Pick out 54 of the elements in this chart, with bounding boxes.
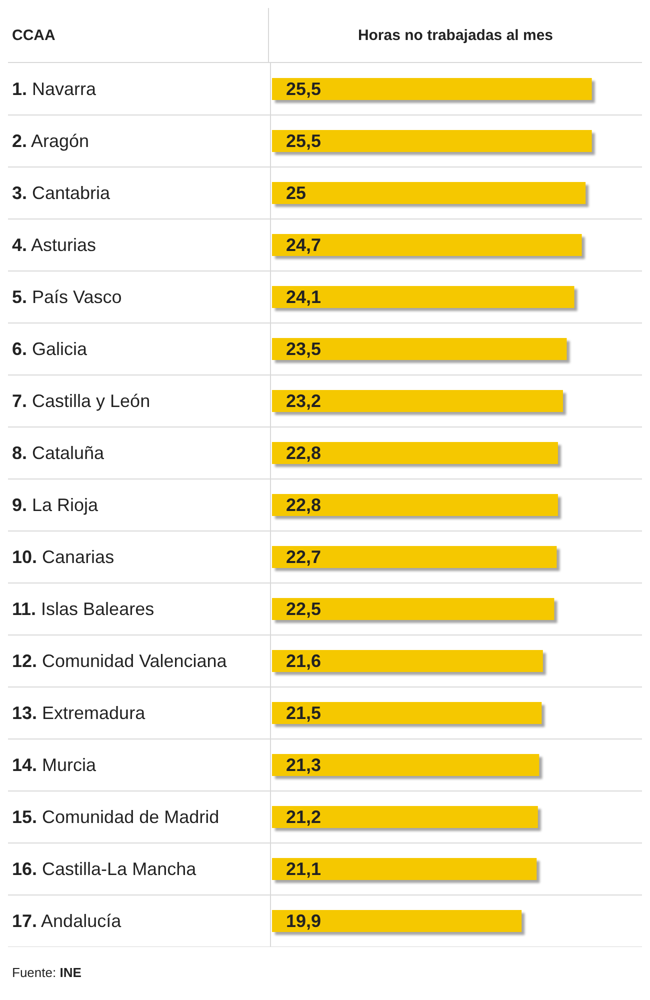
bar	[272, 702, 542, 724]
y-tick-label: 14. Murcia	[12, 755, 98, 775]
y-tick-label: 2. Aragón	[12, 131, 90, 151]
bar	[272, 598, 554, 620]
bar	[272, 338, 567, 360]
y-tick-label: 7. Castilla y León	[12, 391, 150, 411]
y-tick-label: 10. Canarias	[12, 547, 114, 567]
source-note: Fuente: INE	[11, 965, 82, 980]
y-axis-title: CCAA	[11, 26, 56, 44]
bar	[272, 650, 543, 672]
bar	[272, 546, 557, 568]
data-label: 24,1	[286, 287, 322, 307]
data-label: 24,7	[286, 235, 322, 255]
y-tick-label: 3. Cantabria	[12, 183, 112, 203]
data-label: 22,7	[286, 547, 322, 567]
bar	[272, 442, 558, 464]
bar	[272, 234, 582, 256]
y-tick-label: 1. Navarra	[12, 79, 98, 99]
y-tick-label: 4. Asturias	[12, 235, 96, 255]
y-tick-label: 15. Comunidad de Madrid	[12, 807, 220, 827]
data-label: 22,8	[286, 443, 322, 463]
data-label: 21,6	[286, 651, 322, 671]
data-label: 19,9	[286, 911, 322, 931]
y-tick-label: 11. Islas Baleares	[12, 599, 154, 619]
y-tick-label: 12. Comunidad Valenciana	[12, 651, 228, 671]
data-label: 25,5	[286, 131, 322, 151]
y-tick-label: 9. La Rioja	[12, 495, 100, 515]
bar	[272, 286, 574, 308]
chart-title: Horas no trabajadas al mes	[268, 8, 642, 62]
y-tick-label: 6. Galicia	[12, 339, 88, 359]
data-label: 25	[286, 183, 306, 203]
bar	[272, 78, 592, 100]
data-label: 22,8	[286, 495, 322, 515]
bar	[272, 858, 537, 880]
data-label: 23,2	[286, 391, 322, 411]
data-label: 21,2	[286, 807, 322, 827]
data-label: 21,3	[286, 755, 322, 775]
data-label: 22,5	[286, 599, 322, 619]
data-label: 23,5	[286, 339, 322, 359]
y-tick-label: 13. Extremadura	[12, 703, 146, 723]
y-tick-label: 8. Cataluña	[12, 443, 106, 463]
bar	[272, 806, 538, 828]
bar	[272, 754, 540, 776]
bar	[272, 910, 522, 932]
bar	[272, 130, 592, 152]
bar	[272, 494, 558, 516]
bar	[272, 390, 563, 412]
y-tick-label: 16. Castilla-La Mancha	[12, 859, 198, 879]
data-label: 21,5	[286, 703, 322, 723]
y-tick-label: 17. Andalucía	[12, 911, 122, 931]
data-label: 25,5	[286, 79, 322, 99]
data-label: 21,1	[286, 859, 322, 879]
y-tick-label: 5. País Vasco	[12, 287, 122, 307]
bar	[272, 182, 586, 204]
